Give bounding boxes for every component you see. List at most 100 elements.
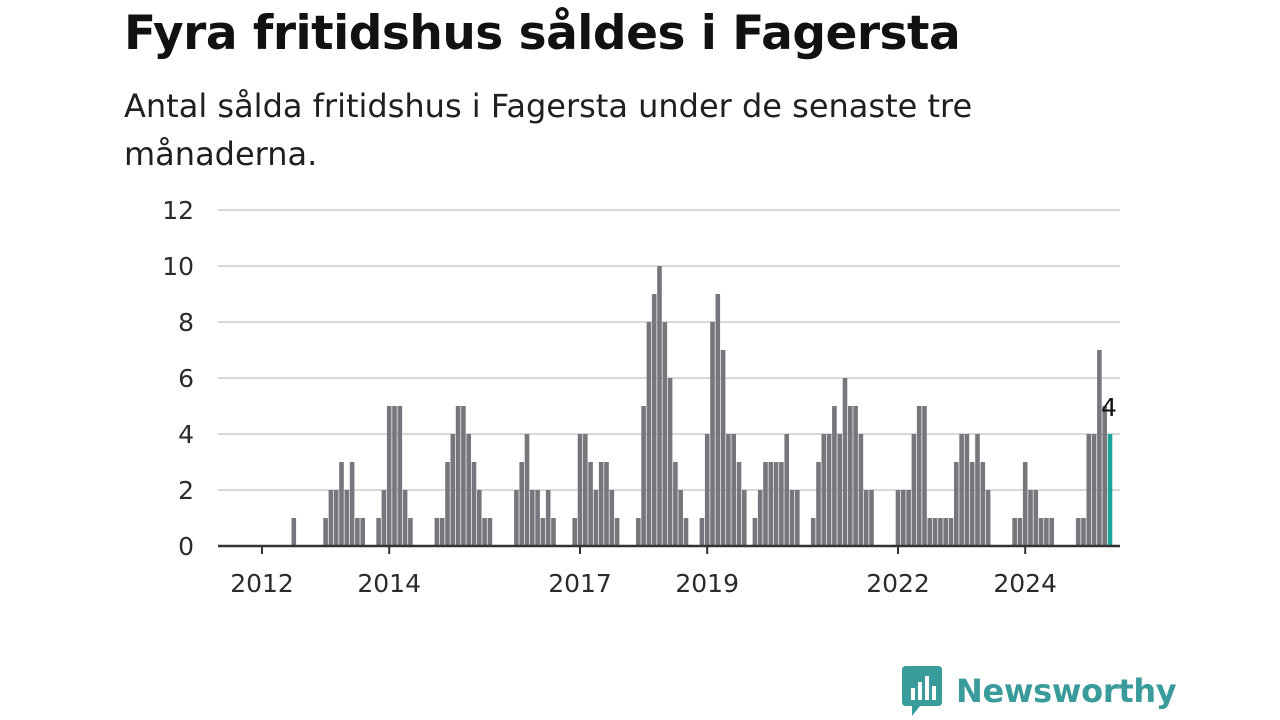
bar [636, 518, 641, 546]
bar [895, 490, 901, 546]
bar [1086, 434, 1092, 546]
bar [1075, 518, 1081, 546]
y-tick-label: 10 [162, 252, 194, 281]
bar [662, 322, 668, 546]
y-tick-label: 6 [178, 364, 194, 393]
bar [519, 462, 524, 546]
bar [726, 434, 731, 546]
bar [975, 434, 980, 546]
labels: 0 2 4 6 8 10 12 2012 2014 2017 2019 2022 2024 4 [162, 196, 1117, 598]
bar [466, 434, 471, 546]
bar [959, 434, 964, 546]
bar [344, 490, 350, 546]
chart-title: Fyra fritidshus såldes i Fagersta [124, 6, 961, 61]
bar [673, 462, 678, 546]
bar [943, 518, 948, 546]
bar [651, 294, 657, 546]
bar [593, 490, 599, 546]
bar [932, 518, 938, 546]
bar [402, 490, 408, 546]
bar [397, 406, 403, 546]
bar [710, 322, 715, 546]
bar [826, 434, 832, 546]
bar [980, 462, 986, 546]
bar [757, 490, 763, 546]
bar [614, 518, 620, 546]
bar [583, 434, 588, 546]
bar [964, 434, 970, 546]
bar [386, 406, 392, 546]
bar [646, 322, 652, 546]
bar [795, 490, 800, 546]
bar [360, 518, 365, 546]
bar [858, 434, 864, 546]
bar [969, 462, 975, 546]
grid-lines [218, 209, 1120, 491]
bar [588, 462, 593, 546]
bar [683, 518, 689, 546]
bar [487, 518, 493, 546]
bar [598, 462, 604, 546]
bar [445, 462, 450, 546]
bar [1038, 518, 1044, 546]
bar [1097, 350, 1102, 546]
bar [291, 518, 297, 546]
bar [551, 518, 556, 546]
y-tick-label: 8 [178, 308, 194, 337]
bar [715, 294, 721, 546]
bar [572, 518, 577, 546]
bar [731, 434, 736, 546]
x-tick-label: 2014 [357, 569, 421, 598]
bar [901, 490, 906, 546]
bar [954, 462, 959, 546]
bar [450, 434, 456, 546]
bar [1044, 518, 1049, 546]
bar [789, 490, 795, 546]
bar [779, 462, 784, 546]
bar [720, 350, 726, 546]
bar [927, 518, 933, 546]
bar-latest [1107, 434, 1113, 546]
bar [752, 518, 758, 546]
bar [381, 490, 387, 546]
chart-subtitle: Antal sålda fritidshus i Fagersta under … [124, 87, 973, 173]
bar [985, 490, 991, 546]
bar [408, 518, 413, 546]
bar [699, 518, 705, 546]
bar [678, 490, 683, 546]
bar [842, 378, 848, 546]
bar [323, 518, 328, 546]
bar [535, 490, 540, 546]
bar [736, 462, 742, 546]
bar [853, 406, 858, 546]
bar [477, 490, 482, 546]
bar [948, 518, 954, 546]
bar [821, 434, 827, 546]
bar [773, 462, 779, 546]
bar [524, 434, 530, 546]
bar [906, 490, 911, 546]
bar [1012, 518, 1017, 546]
bar [471, 462, 477, 546]
bar [704, 434, 710, 546]
bar [938, 518, 943, 546]
y-tick-label: 0 [178, 532, 194, 561]
bar [816, 462, 821, 546]
bar [1091, 434, 1097, 546]
bar [540, 518, 546, 546]
newsworthy-logo-icon [902, 666, 942, 716]
bar [514, 490, 519, 546]
bar [339, 462, 344, 546]
bar [1017, 518, 1023, 546]
bar [1081, 518, 1086, 546]
bar [911, 434, 917, 546]
bar [667, 378, 673, 546]
x-tick-label: 2024 [993, 569, 1057, 598]
bar [848, 406, 853, 546]
bar [1022, 462, 1028, 546]
bar [455, 406, 461, 546]
bar [657, 266, 662, 546]
bar [355, 518, 360, 546]
bar [461, 406, 466, 546]
bar [577, 434, 583, 546]
